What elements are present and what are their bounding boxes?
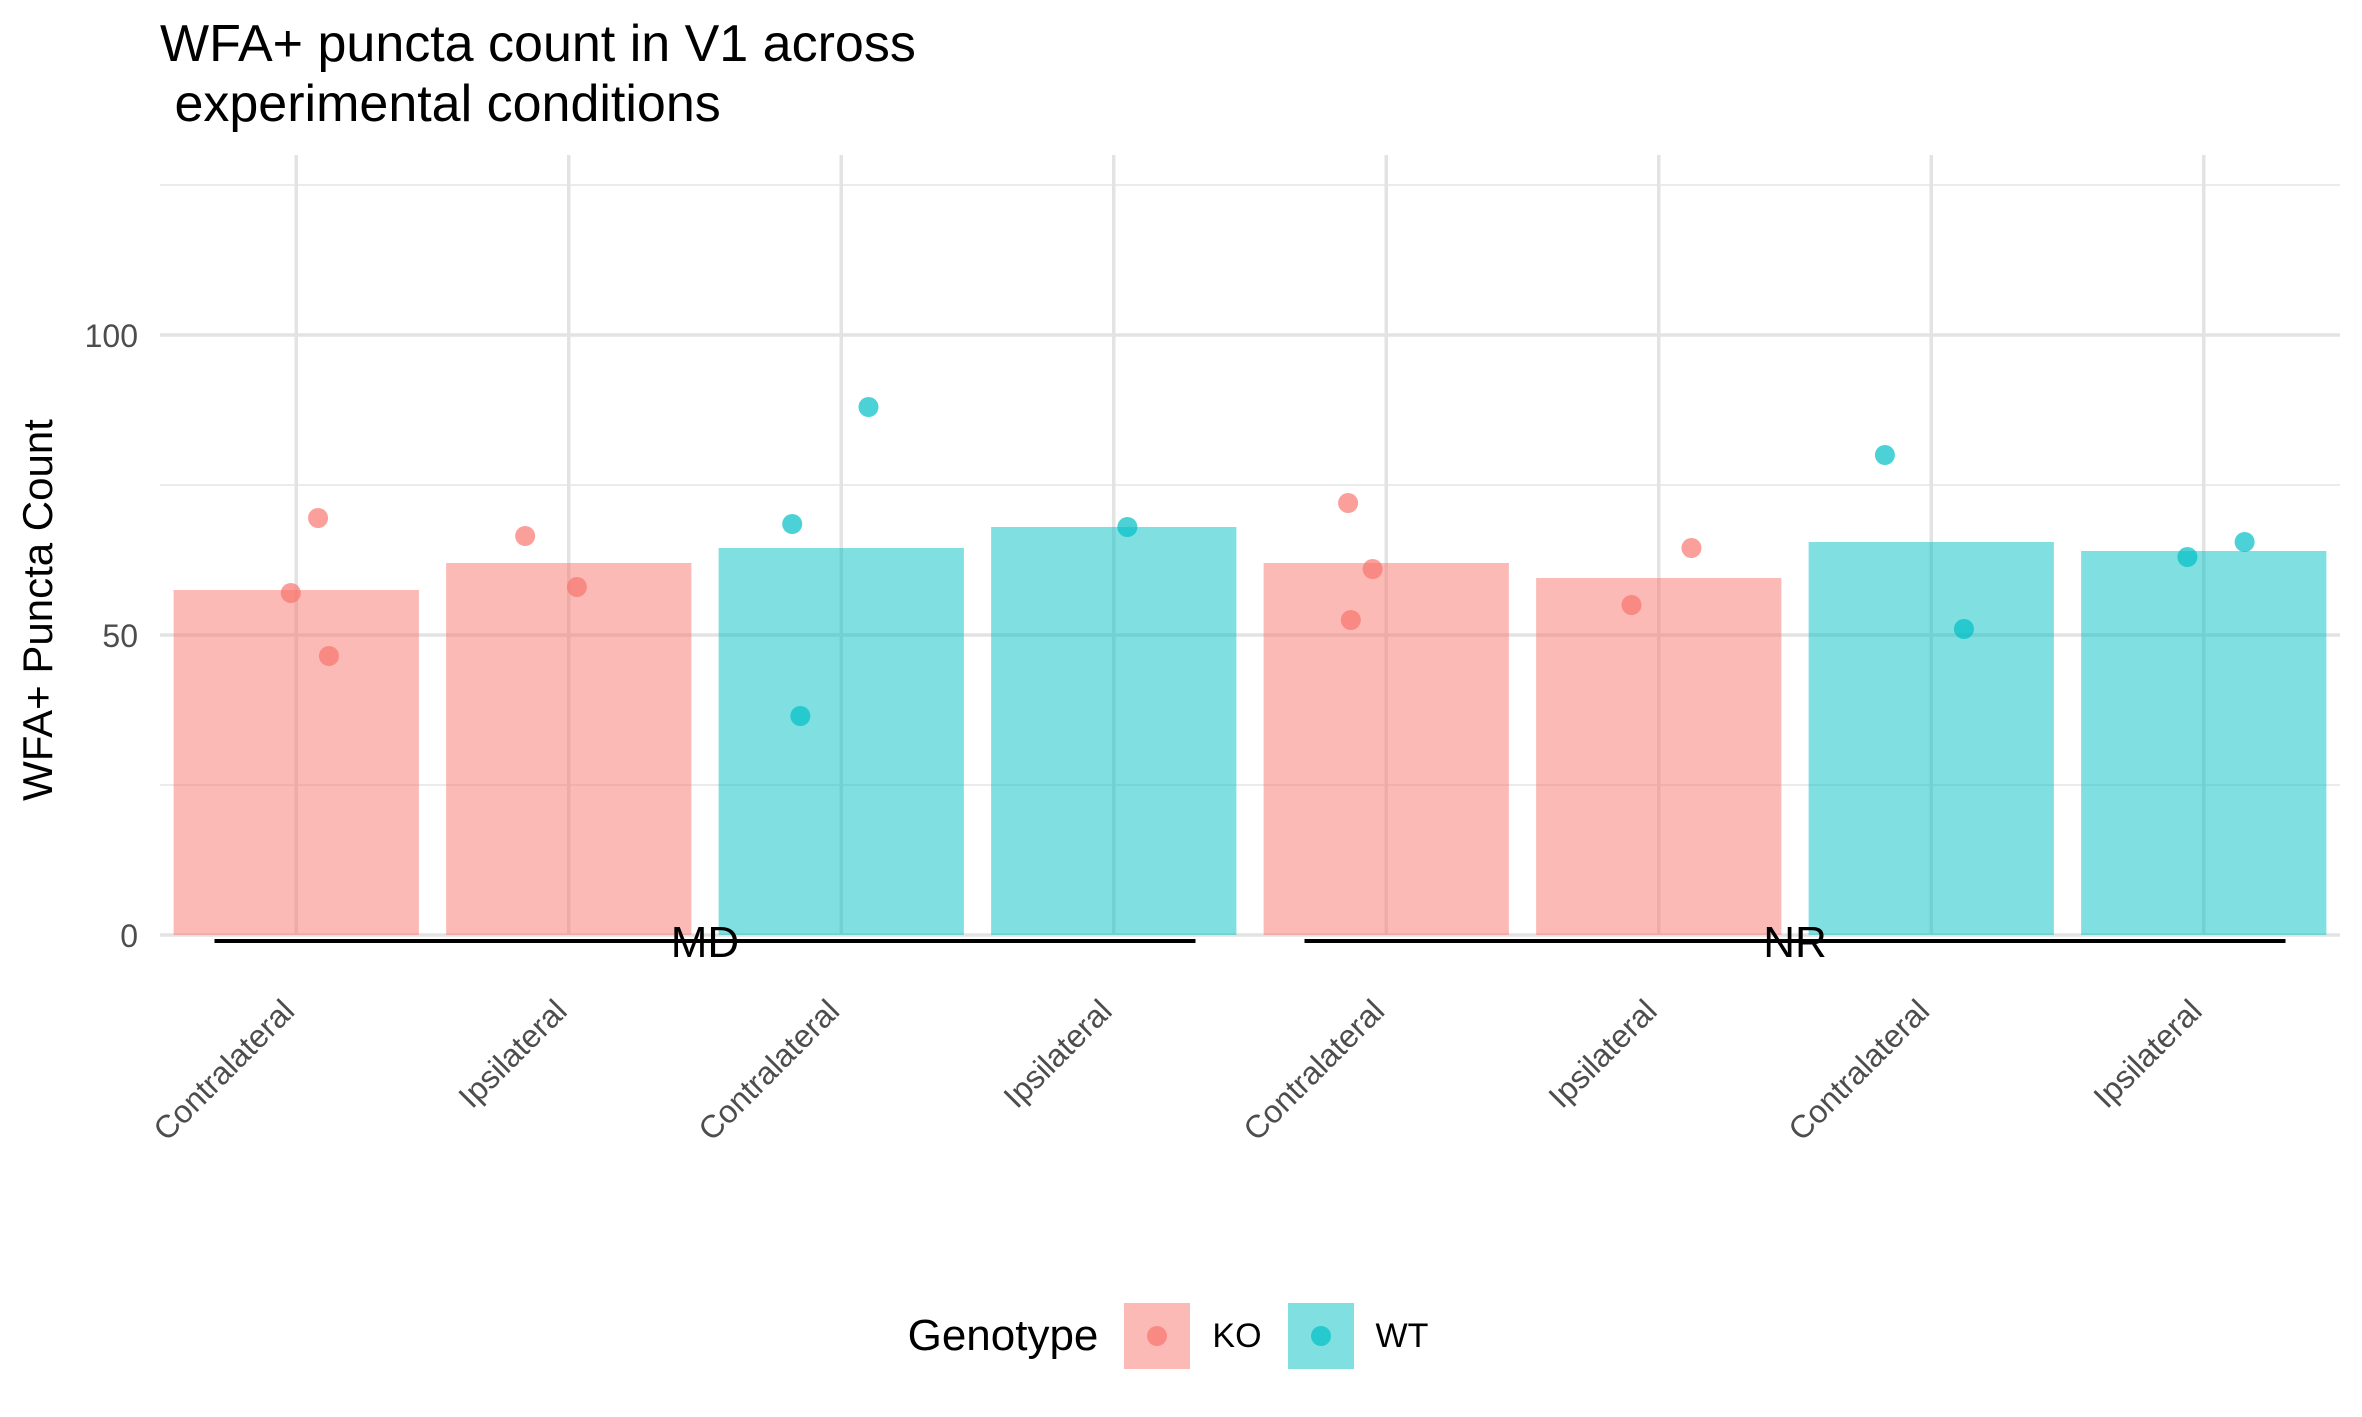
legend-title: Genotype <box>907 1311 1099 1360</box>
x-tick-label: Contralateral <box>146 992 301 1147</box>
x-tick-label: Contralateral <box>1236 992 1391 1147</box>
legend-dot-wt <box>1310 1326 1331 1346</box>
group-label: NR <box>1763 918 1827 967</box>
bar <box>1808 542 2054 935</box>
bar <box>718 548 964 935</box>
data-point <box>566 577 587 597</box>
data-point <box>2234 532 2255 552</box>
data-point <box>858 397 879 417</box>
x-tick-label: Ipsilateral <box>2086 992 2208 1114</box>
x-tick-label: Contralateral <box>691 992 846 1147</box>
data-point <box>790 706 811 726</box>
data-point <box>1681 538 1702 558</box>
x-tick-label: Contralateral <box>1781 992 1936 1147</box>
bar <box>446 563 692 935</box>
bar <box>173 590 419 935</box>
legend: Genotype KO WT <box>0 1296 2362 1376</box>
data-point <box>1362 559 1383 579</box>
data-point <box>1874 445 1895 465</box>
data-point <box>1621 595 1642 615</box>
y-tick-label: 0 <box>120 918 138 954</box>
y-tick-label: 50 <box>102 618 138 654</box>
data-point <box>280 583 301 603</box>
data-point <box>2177 547 2198 567</box>
bar-chart: MD NR 0 50 100 Contralateral Ipsilateral Contra… <box>14 155 2340 1147</box>
x-tick-label: Ipsilateral <box>1541 992 1663 1114</box>
legend-dot-ko <box>1147 1326 1168 1346</box>
data-point <box>1338 493 1359 513</box>
legend-label-ko: KO <box>1212 1316 1262 1355</box>
bar <box>2081 551 2327 935</box>
x-tick-label: Ipsilateral <box>996 992 1118 1114</box>
y-axis-title: WFA+ Puncta Count <box>14 419 61 801</box>
data-point <box>1117 517 1138 537</box>
legend-key-wt <box>1287 1303 1354 1369</box>
bar <box>991 527 1237 935</box>
data-point <box>308 508 329 528</box>
legend-item-wt: WT <box>1287 1303 1429 1369</box>
x-tick-label: Ipsilateral <box>451 992 573 1114</box>
data-point <box>1340 610 1361 630</box>
chart-title: WFA+ puncta count in V1 across experimen… <box>160 15 916 133</box>
legend-item-ko: KO <box>1124 1303 1262 1369</box>
legend-label-wt: WT <box>1375 1316 1429 1355</box>
data-point <box>318 646 339 666</box>
bar <box>1263 563 1509 935</box>
data-point <box>782 514 803 534</box>
group-label: MD <box>671 918 739 967</box>
data-point <box>1953 619 1974 639</box>
data-point <box>515 526 536 546</box>
bar <box>1536 578 1782 935</box>
legend-key-ko <box>1124 1303 1191 1369</box>
y-tick-label: 100 <box>85 318 138 354</box>
